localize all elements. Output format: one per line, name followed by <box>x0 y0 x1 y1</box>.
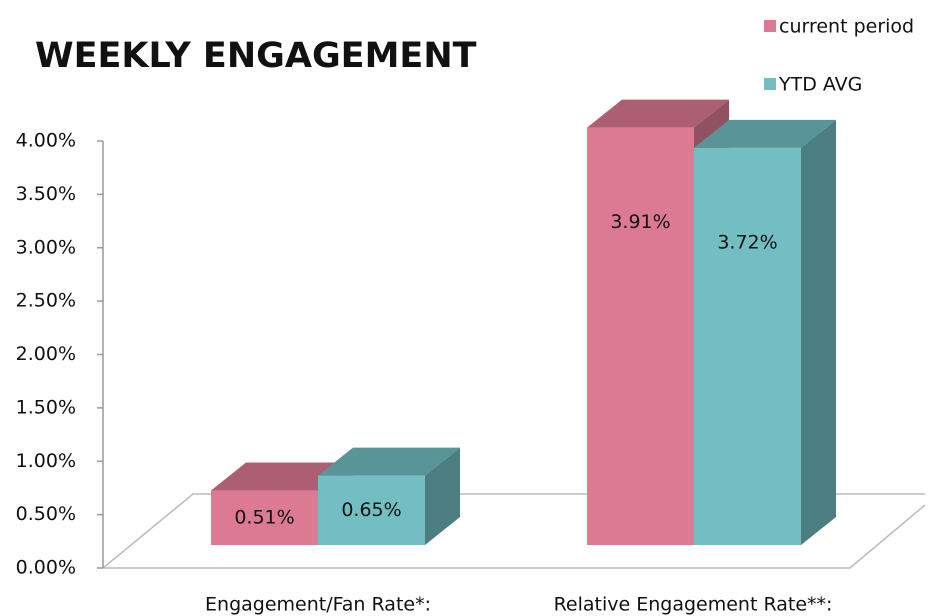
value-label: 3.72% <box>717 231 777 253</box>
y-tick-label: 2.00% <box>16 343 76 365</box>
bar-side <box>425 447 460 545</box>
chart-title: WEEKLY ENGAGEMENT <box>35 36 477 76</box>
bar-top <box>211 462 353 491</box>
y-tick-label: 2.50% <box>16 290 76 312</box>
bar-side <box>801 119 836 545</box>
y-tick-label: 4.00% <box>16 130 76 152</box>
value-label: 3.91% <box>610 211 670 233</box>
value-label: 0.51% <box>234 506 294 528</box>
y-tick-label: 0.50% <box>16 503 76 525</box>
bar <box>587 127 694 546</box>
legend-label: current period <box>779 16 914 38</box>
value-label: 0.65% <box>341 499 401 521</box>
x-tick-label: Engagement/Fan Rate*: <box>205 594 431 616</box>
y-tick-label: 1.00% <box>16 450 76 472</box>
bar <box>211 490 318 545</box>
y-tick-label: 1.50% <box>16 396 76 418</box>
bar-top <box>318 447 460 476</box>
bar <box>694 147 801 545</box>
y-tick-label: 0.00% <box>16 557 76 579</box>
legend-swatch <box>764 20 776 32</box>
legend-swatch <box>764 78 776 90</box>
floor-front <box>103 504 926 569</box>
bar-top <box>694 119 836 148</box>
bar-top <box>587 99 729 128</box>
legend-label: YTD AVG <box>778 74 862 96</box>
x-tick-label: Relative Engagement Rate**: <box>554 594 833 616</box>
y-tick-label: 3.00% <box>16 236 76 258</box>
bar <box>318 475 425 545</box>
y-tick-label: 3.50% <box>16 183 76 205</box>
